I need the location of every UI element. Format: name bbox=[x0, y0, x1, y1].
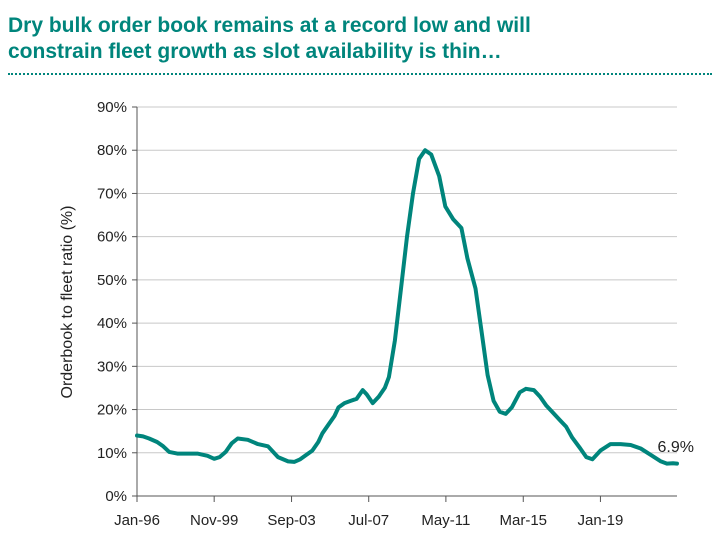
y-tick-label: 40% bbox=[97, 315, 127, 332]
x-tick-label: Jan-19 bbox=[577, 512, 623, 529]
gridlines bbox=[137, 106, 677, 454]
x-tick-label: Mar-15 bbox=[500, 512, 548, 529]
chart-title: Dry bulk order book remains at a record … bbox=[8, 13, 708, 65]
x-tick-label: Jul-07 bbox=[348, 512, 389, 529]
x-tick-label: Nov-99 bbox=[190, 512, 238, 529]
y-tick-label: 30% bbox=[97, 358, 127, 375]
y-tick-label: 60% bbox=[97, 229, 127, 246]
title-divider bbox=[8, 73, 712, 75]
y-tick-label: 20% bbox=[97, 402, 127, 419]
y-tick-label: 70% bbox=[97, 185, 127, 202]
series-layer bbox=[135, 148, 679, 466]
y-tick-label: 90% bbox=[97, 99, 127, 116]
tick-labels: 0% 10% 20% 30% 40% 50% 60% 70% 80% 90% Jan-96 Nov-9… bbox=[97, 99, 694, 529]
y-axis-label: Orderbook to fleet ratio (%) bbox=[59, 206, 76, 399]
y-tick-label: 80% bbox=[97, 142, 127, 159]
y-tick-label: 0% bbox=[105, 488, 127, 505]
x-tick-label: May-11 bbox=[421, 512, 470, 529]
title-line-2: constrain fleet growth as slot availabil… bbox=[8, 40, 502, 63]
series-line-orderbook-ratio bbox=[135, 148, 679, 466]
x-tick-label: Sep-03 bbox=[267, 512, 315, 529]
title-line-1: Dry bulk order book remains at a record … bbox=[8, 14, 531, 37]
last-value-annotation: 6.9% bbox=[658, 439, 694, 456]
y-tick-label: 50% bbox=[97, 272, 127, 289]
y-tick-label: 10% bbox=[97, 445, 127, 462]
x-tick-label: Jan-96 bbox=[114, 512, 160, 529]
axes bbox=[132, 106, 677, 502]
